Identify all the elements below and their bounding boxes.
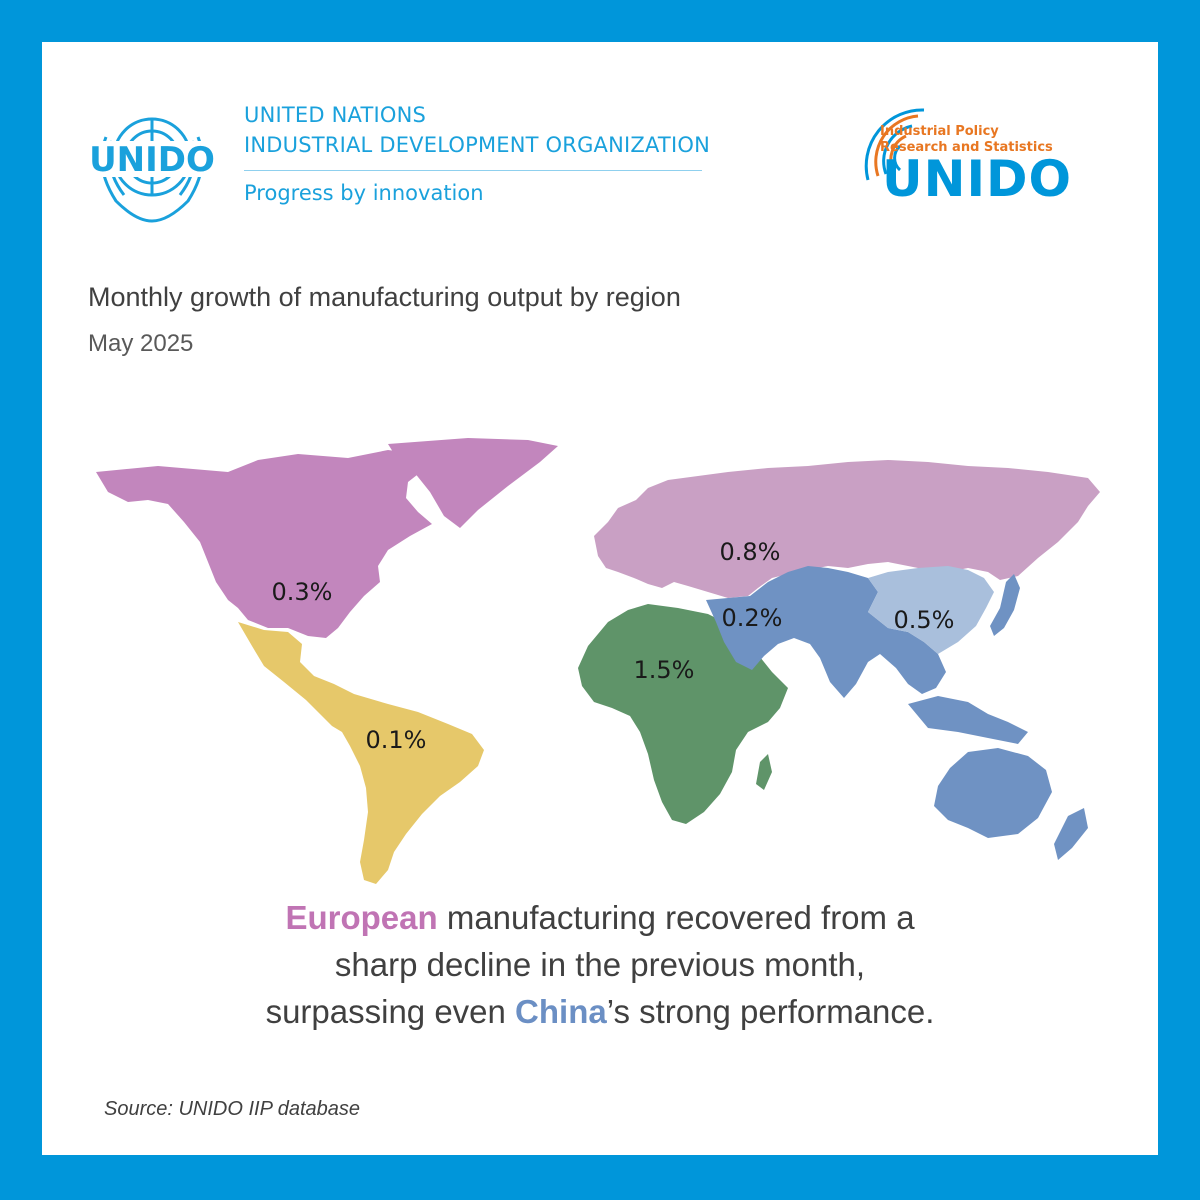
organization-name: UNITED NATIONS INDUSTRIAL DEVELOPMENT OR… xyxy=(244,100,710,207)
label-asia-pacific: 0.2% xyxy=(722,604,783,632)
emblem-text: UNIDO xyxy=(89,140,215,180)
source-note: Source: UNIDO IIP database xyxy=(104,1098,361,1120)
region-asia-pacific xyxy=(706,566,1088,860)
chart-subtitle: May 2025 xyxy=(88,330,194,357)
chart-title: Monthly growth of manufacturing output b… xyxy=(88,282,681,312)
org-line-1: UNITED NATIONS xyxy=(244,103,427,127)
org-line-2: INDUSTRIAL DEVELOPMENT ORGANIZATION xyxy=(244,133,710,157)
summary-text: European manufacturing recovered from a … xyxy=(42,894,1158,1035)
summary-line-3-end: ’s strong performance. xyxy=(606,993,935,1030)
summary-line-1-rest: manufacturing recovered from a xyxy=(437,899,915,936)
highlight-europe: European xyxy=(285,899,438,936)
label-africa: 1.5% xyxy=(634,656,695,684)
region-north-america xyxy=(96,438,558,638)
iprs-label-line2: Research and Statistics xyxy=(880,140,1053,155)
unido-emblem-logo: UNIDO xyxy=(89,117,215,223)
world-map: 0.3% 0.8% 0.2% 0.5% 1.5% 0.1% xyxy=(96,438,1100,884)
infographic-card: UNIDO UNITED NATIONS INDUSTRIAL DEVELOPM… xyxy=(42,42,1158,1155)
region-china xyxy=(868,566,994,654)
label-north-america: 0.3% xyxy=(272,578,333,606)
label-china: 0.5% xyxy=(894,606,955,634)
region-japan xyxy=(990,574,1020,636)
region-europe xyxy=(594,460,1100,598)
iprs-brand: UNIDO xyxy=(882,150,1073,208)
label-europe: 0.8% xyxy=(720,538,781,566)
region-latin-america xyxy=(238,622,484,884)
summary-line-3-start: surpassing even xyxy=(265,993,516,1030)
iprs-label-line1: Industrial Policy xyxy=(880,124,999,139)
org-divider xyxy=(244,170,702,171)
summary-line-1: European manufacturing recovered from a xyxy=(42,894,1158,941)
label-latin-america: 0.1% xyxy=(366,726,427,754)
iprs-logo-arcs xyxy=(864,108,925,181)
highlight-china: China xyxy=(515,993,607,1030)
org-tagline: Progress by innovation xyxy=(244,181,484,205)
summary-line-2: sharp decline in the previous month, xyxy=(334,946,866,983)
summary-line-3: surpassing even China’s strong performan… xyxy=(42,988,1158,1035)
